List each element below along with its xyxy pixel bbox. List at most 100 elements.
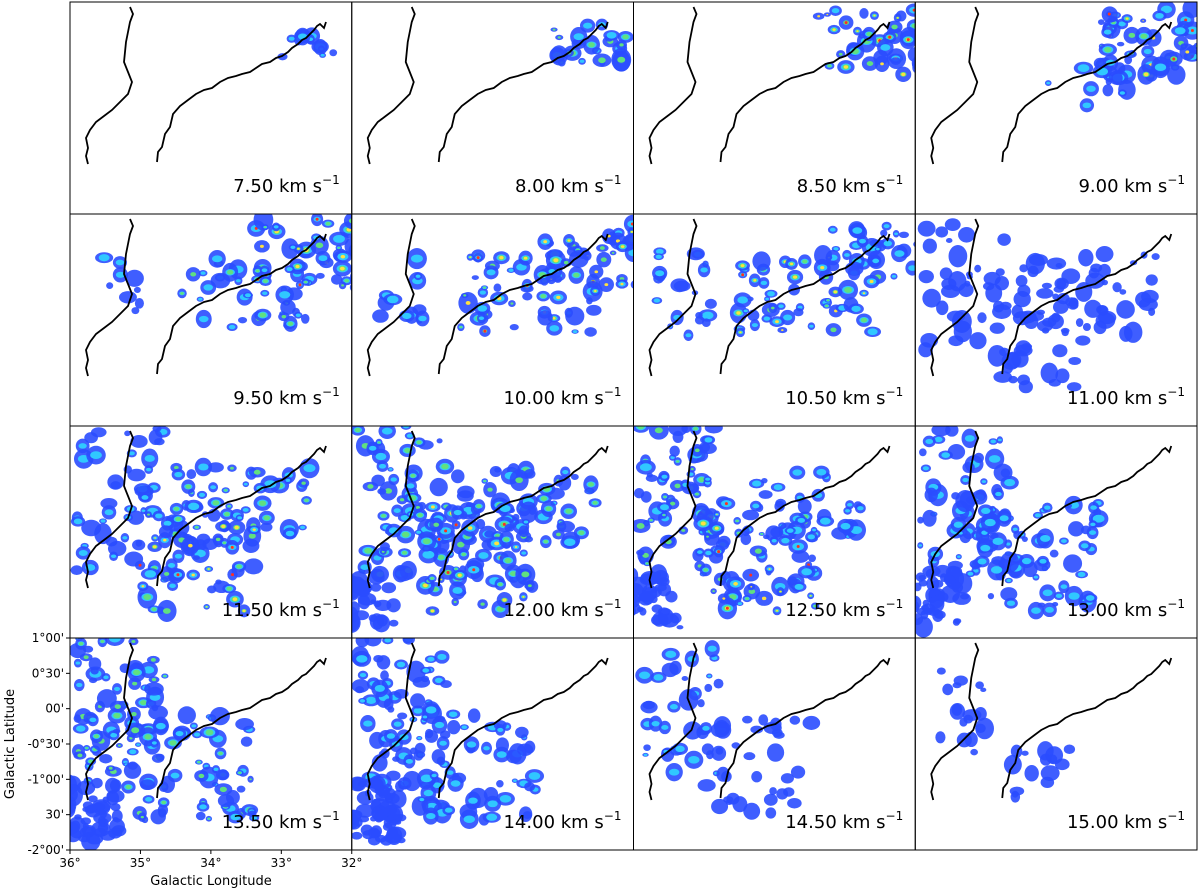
velocity-exponent: −1 bbox=[886, 385, 904, 399]
channel-panel: 12.50 km s−1 bbox=[633, 425, 916, 639]
channel-panel: 10.50 km s−1 bbox=[633, 213, 916, 427]
velocity-exponent: −1 bbox=[322, 385, 340, 399]
channel-panel: 14.00 km s−1 bbox=[351, 637, 634, 851]
emission bbox=[70, 638, 260, 850]
y-tick-label: 30' bbox=[45, 808, 64, 822]
emission bbox=[935, 667, 1076, 803]
filament bbox=[85, 6, 134, 165]
velocity-exponent: −1 bbox=[886, 597, 904, 611]
y-tick-label: -2°00' bbox=[27, 843, 64, 857]
velocity-label: 12.50 km s−1 bbox=[785, 597, 903, 621]
emission bbox=[633, 426, 867, 630]
y-tick-label: 1°00' bbox=[32, 631, 64, 645]
velocity-label: 11.50 km s−1 bbox=[222, 597, 340, 621]
emission bbox=[549, 18, 634, 72]
velocity-exponent: −1 bbox=[322, 809, 340, 823]
velocity-label: 9.50 km s−1 bbox=[233, 385, 340, 409]
emission bbox=[70, 426, 320, 623]
velocity-text: 14.50 km s bbox=[785, 812, 885, 833]
x-tick-label: 32° bbox=[341, 856, 362, 870]
emission bbox=[351, 638, 545, 846]
filament bbox=[930, 6, 980, 165]
emission bbox=[635, 640, 821, 820]
velocity-exponent: −1 bbox=[322, 597, 340, 611]
channel-panel: 13.00 km s−1 bbox=[914, 425, 1198, 639]
channel-panel: 11.50 km s−1 bbox=[69, 425, 353, 639]
velocity-text: 12.00 km s bbox=[503, 600, 603, 621]
velocity-text: 8.00 km s bbox=[515, 176, 604, 197]
velocity-text: 8.50 km s bbox=[797, 176, 886, 197]
velocity-label: 7.50 km s−1 bbox=[233, 173, 340, 197]
filament bbox=[648, 6, 698, 165]
velocity-text: 7.50 km s bbox=[233, 176, 322, 197]
channel-panel: 12.00 km s−1 bbox=[351, 425, 634, 639]
velocity-label: 14.50 km s−1 bbox=[785, 809, 903, 833]
velocity-label: 9.00 km s−1 bbox=[1078, 173, 1185, 197]
velocity-exponent: −1 bbox=[604, 809, 622, 823]
velocity-exponent: −1 bbox=[322, 173, 340, 187]
velocity-exponent: −1 bbox=[886, 173, 904, 187]
velocity-text: 9.50 km s bbox=[233, 388, 322, 409]
emission bbox=[812, 3, 916, 83]
x-tick-label: 36° bbox=[59, 856, 80, 870]
velocity-label: 10.00 km s−1 bbox=[503, 385, 621, 409]
emission bbox=[277, 27, 338, 61]
filament bbox=[719, 657, 891, 799]
emission bbox=[351, 426, 602, 633]
x-tick-label: 33° bbox=[271, 856, 292, 870]
velocity-label: 8.00 km s−1 bbox=[515, 173, 622, 197]
channel-panel: 13.50 km s−1 bbox=[69, 637, 353, 851]
y-tick-label: 0°30' bbox=[32, 666, 64, 680]
channel-panel: 8.50 km s−1 bbox=[633, 1, 916, 215]
channel-panel: 15.00 km s−1 bbox=[914, 637, 1198, 851]
velocity-text: 10.50 km s bbox=[785, 388, 885, 409]
velocity-text: 14.00 km s bbox=[503, 812, 603, 833]
emission bbox=[1044, 2, 1198, 113]
y-tick-label: -1°00' bbox=[27, 772, 64, 786]
channel-panel: 9.00 km s−1 bbox=[914, 1, 1198, 215]
velocity-text: 13.00 km s bbox=[1067, 600, 1167, 621]
emission bbox=[95, 214, 352, 332]
channel-panel: 14.50 km s−1 bbox=[633, 637, 916, 851]
velocity-label: 12.00 km s−1 bbox=[503, 597, 621, 621]
velocity-label: 13.50 km s−1 bbox=[222, 809, 340, 833]
emission bbox=[915, 426, 1109, 638]
x-tick-label: 34° bbox=[200, 856, 221, 870]
channel-panel: 11.00 km s−1 bbox=[914, 213, 1198, 427]
velocity-text: 11.00 km s bbox=[1067, 388, 1167, 409]
y-tick-label: 00' bbox=[45, 702, 64, 716]
velocity-exponent: −1 bbox=[1167, 173, 1185, 187]
velocity-text: 15.00 km s bbox=[1067, 812, 1167, 833]
panel-frame bbox=[914, 637, 1198, 851]
velocity-exponent: −1 bbox=[1167, 597, 1185, 611]
emission bbox=[917, 218, 1160, 394]
velocity-text: 12.50 km s bbox=[785, 600, 885, 621]
emission bbox=[372, 214, 634, 337]
velocity-exponent: −1 bbox=[886, 809, 904, 823]
channel-panel: 10.00 km s−1 bbox=[351, 213, 634, 427]
velocity-exponent: −1 bbox=[604, 173, 622, 187]
velocity-label: 14.00 km s−1 bbox=[503, 809, 621, 833]
channel-panel: 7.50 km s−1 bbox=[69, 1, 353, 215]
velocity-exponent: −1 bbox=[1167, 385, 1185, 399]
y-axis-title: Galactic Latitude bbox=[3, 689, 18, 799]
x-axis-title: Galactic Longitude bbox=[150, 874, 271, 889]
velocity-exponent: −1 bbox=[604, 597, 622, 611]
velocity-exponent: −1 bbox=[604, 385, 622, 399]
y-tick-label: -0°30' bbox=[27, 737, 64, 751]
channel-panel: 9.50 km s−1 bbox=[69, 213, 353, 427]
velocity-exponent: −1 bbox=[1167, 809, 1185, 823]
x-tick-label: 35° bbox=[130, 856, 151, 870]
velocity-text: 13.50 km s bbox=[222, 812, 322, 833]
velocity-label: 10.50 km s−1 bbox=[785, 385, 903, 409]
channel-panel: 8.00 km s−1 bbox=[351, 1, 634, 215]
velocity-text: 10.00 km s bbox=[503, 388, 603, 409]
velocity-label: 15.00 km s−1 bbox=[1067, 809, 1185, 833]
velocity-text: 9.00 km s bbox=[1078, 176, 1167, 197]
velocity-label: 8.50 km s−1 bbox=[797, 173, 904, 197]
velocity-label: 11.00 km s−1 bbox=[1067, 385, 1185, 409]
velocity-label: 13.00 km s−1 bbox=[1067, 597, 1185, 621]
velocity-text: 11.50 km s bbox=[222, 600, 322, 621]
